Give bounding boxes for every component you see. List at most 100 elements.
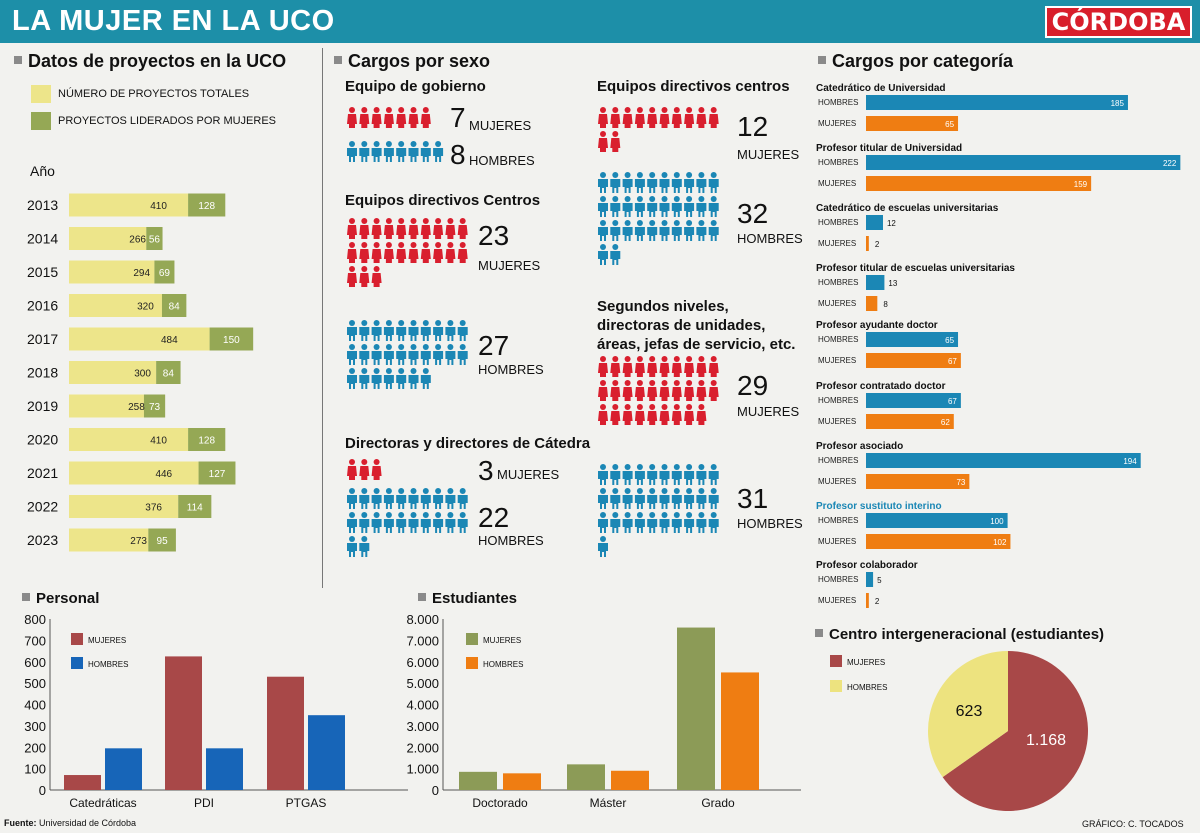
woman-icon [457,242,468,263]
bar-totales [69,361,157,384]
value-label-hombres: 100 [990,517,1004,526]
value-label-totales: 446 [155,469,172,480]
series-label-mujeres: MUJERES [818,417,856,426]
man-icon [647,220,658,241]
woman-icon [708,356,719,377]
man-icon [684,512,695,533]
y-tick-label: 800 [24,612,46,627]
count-catedra-women: 3 [478,455,494,486]
man-icon [610,464,621,485]
man-icon [598,196,608,217]
man-icon [671,512,682,533]
value-label-hombres: 13 [888,279,897,288]
man-icon [598,512,608,533]
woman-icon [371,266,382,287]
value-label-totales: 484 [161,335,178,346]
bar-mujeres [188,193,226,217]
man-icon [622,488,633,509]
woman-icon [420,107,431,128]
category-title: Profesor sustituto interino [816,501,942,512]
woman-icon [659,107,670,128]
man-icon [371,512,382,533]
series-label-hombres: HOMBRES [818,98,858,107]
footer-credit: GRÁFICO: C. TOCADOS [1082,819,1184,829]
man-icon [684,172,695,193]
bar-hombres [866,95,1128,110]
count-centros-men: 27 [478,330,510,361]
man-icon [671,196,682,217]
bar-hombres [105,748,142,790]
value-label-totales: 266 [129,235,146,246]
man-icon [598,244,608,265]
year-label: 2023 [27,532,58,548]
woman-icon [696,356,707,377]
man-icon [347,512,357,533]
woman-icon [383,218,394,239]
pie-slice-mujeres [942,651,1088,811]
bar-mujeres [154,260,175,284]
woman-icon [598,131,608,152]
woman-icon [371,107,382,128]
man-icon [598,488,608,509]
year-label: 2021 [27,465,58,481]
man-icon [622,464,633,485]
series-label-hombres: HOMBRES [818,278,858,287]
y-tick-label: 4.000 [406,698,439,713]
man-icon [659,196,670,217]
woman-icon [347,459,357,480]
man-icon [445,320,456,341]
man-icon [420,344,431,365]
man-icon [420,141,431,162]
estudiantes-chart: 0 1.000 2.000 3.000 4.000 5.000 6.000 7.000 8.00… [406,612,801,810]
bar-mujeres [165,656,202,790]
section-sexo-title: Cargos por sexo [334,51,490,72]
man-icon [408,320,419,341]
value-label-mujeres: 73 [956,478,965,487]
value-label-mujeres: 62 [941,418,950,427]
value-label-totales: 294 [133,268,150,279]
value-label-mujeres: 159 [1074,180,1088,189]
unit-segundos-men: HOMBRES [737,516,803,531]
man-icon [383,512,394,533]
man-icon [671,172,682,193]
woman-icon [610,404,621,425]
man-icon [445,344,456,365]
legend-label-estudiantes-hombres: HOMBRES [483,660,524,669]
legend-label-personal-hombres: HOMBRES [88,660,129,669]
bar-mujeres [209,327,254,351]
unit-gobierno-women: MUJERES [469,118,532,133]
man-icon [396,344,407,365]
x-category-label: Catedráticas [69,796,136,810]
man-icon [359,320,370,341]
group-title-catedra: Directoras y directores de Cátedra [345,435,591,452]
man-icon [457,488,468,509]
man-icon [647,196,658,217]
series-label-mujeres: MUJERES [818,537,856,546]
man-icon [598,172,608,193]
series-label-mujeres: MUJERES [818,239,856,248]
man-icon [383,320,394,341]
unit-centros-women: MUJERES [478,258,541,273]
man-icon [696,488,707,509]
personal-chart: 0 100 200 300 400 500 600 700 800 Catedráticas PDI… [24,612,408,810]
series-label-mujeres: MUJERES [818,299,856,308]
bar-totales [69,294,162,317]
woman-icon [383,242,394,263]
legend-swatch-personal-mujeres [71,633,83,645]
man-icon [634,512,645,533]
legend-label-pie-hombres: HOMBRES [847,683,888,692]
year-label: 2016 [27,298,58,314]
man-icon [359,536,370,557]
bar-hombres [866,453,1141,468]
bar-hombres [503,773,541,790]
bar-mujeres [178,495,212,518]
category-title: Profesor contratado doctor [816,381,946,392]
man-icon [659,512,670,533]
value-label-totales: 410 [150,436,167,447]
man-icon [359,368,370,389]
brand-logo: CÓRDOBA [1045,6,1192,38]
man-icon [371,344,382,365]
woman-icon [684,404,695,425]
bar-mujeres [866,534,1011,549]
